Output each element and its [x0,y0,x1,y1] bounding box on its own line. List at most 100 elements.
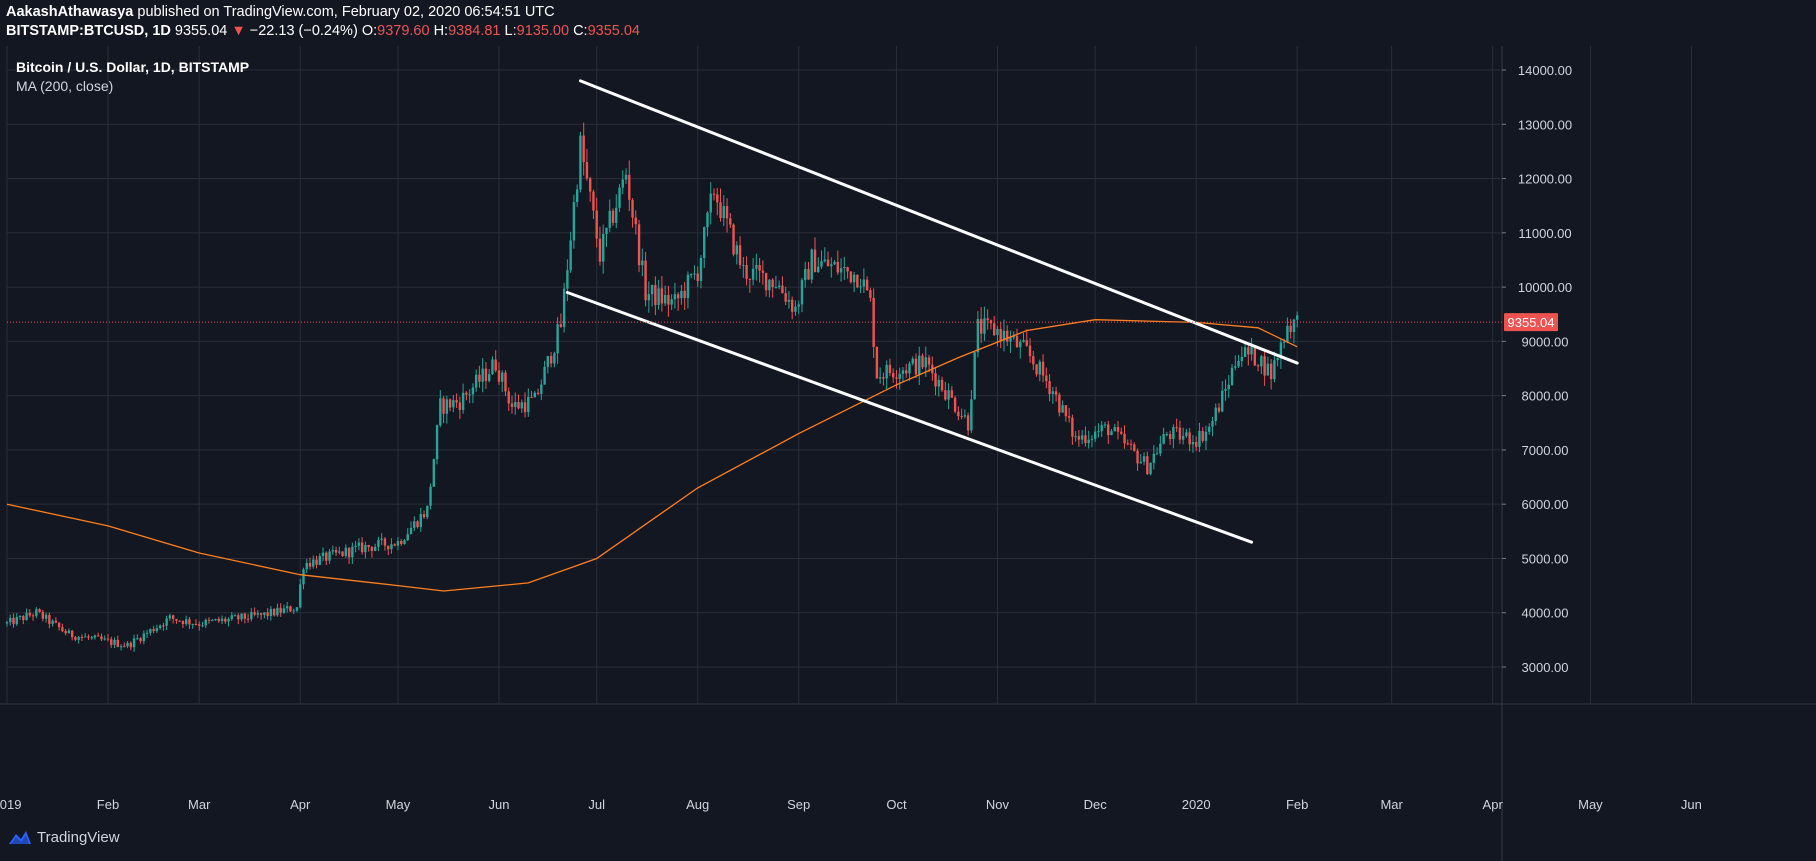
candle-body [999,328,1002,341]
candle-body [263,612,266,615]
candle-body [706,212,709,228]
candle-body [1247,347,1250,355]
candle-body [468,394,471,396]
candle-body [660,288,664,304]
candle-body [233,615,237,617]
candle-body [429,486,432,506]
candle-body [914,358,918,375]
time-tick-label: Jun [1681,797,1702,812]
candle-body [924,357,927,368]
candle-body [227,618,230,622]
candle-body [588,178,592,192]
candle-body [285,606,289,609]
candle-body [1204,431,1208,441]
candle-body [1188,432,1191,445]
candle-body [481,368,484,382]
candle-body [598,238,602,262]
low-label: L: [504,23,517,39]
candle-body [344,547,348,556]
candle-body [536,392,540,394]
candle-body [1256,365,1260,367]
candle-body [282,608,286,613]
candle-body [631,199,634,218]
time-tick-label: Jun [488,797,509,812]
candle-body [823,259,826,262]
candle-body [514,402,517,407]
candle-body [510,403,514,407]
tradingview-logo[interactable]: TradingView [8,828,120,846]
candle-body [295,607,299,611]
candle-body [624,174,628,180]
candle-body [820,261,823,267]
candle-body [751,268,755,280]
candle-body [400,541,403,544]
candle-body [38,609,41,612]
candle-body [960,416,963,418]
ma-indicator-legend[interactable]: MA (200, close) [16,78,114,94]
candle-body [1286,325,1289,342]
candle-body [442,398,445,414]
candle-body [126,642,129,647]
candle-body [615,207,618,223]
candle-body [719,202,722,219]
candle-body [748,278,752,280]
candle-body [61,627,64,631]
candle-body [595,210,598,239]
candle-body [77,636,80,640]
author-name: AakashAthawasya [6,4,134,20]
candle-body [129,642,133,648]
candle-body [90,637,93,639]
price-tick-label: 8000.00 [1522,389,1569,404]
candle-body [123,646,126,648]
candle-body [1282,341,1286,343]
candle-body [259,613,263,615]
candle-body [308,562,312,567]
candle-body [478,374,481,382]
candle-body [386,545,390,550]
candle-body [484,368,488,381]
candle-body [1253,346,1257,366]
candle-body [74,637,77,640]
time-tick-label: Apr [290,797,311,812]
candle-body [963,415,967,417]
candle-body [1133,444,1136,451]
candle-body [97,635,100,637]
candle-body [256,613,260,615]
candle-body [859,286,862,288]
candle-body [377,539,380,547]
candle-body [1201,430,1204,441]
open-value: 9379.60 [377,23,430,39]
candle-body [504,372,507,392]
candle-body [465,392,468,395]
candle-body [1074,436,1077,438]
candle-body [641,260,644,266]
candle-body [729,218,732,225]
candle-body [1162,434,1165,444]
candle-body [647,294,651,301]
candle-body [1266,363,1270,376]
candle-body [1048,381,1051,395]
candle-body [426,505,429,518]
time-tick-label: 2019 [0,797,21,812]
candle-body [540,384,543,394]
candle-body [1260,356,1263,367]
candle-body [9,617,12,623]
candle-body [224,618,227,622]
candle-body [849,271,853,283]
candle-body [800,280,804,305]
candle-body [517,402,520,409]
candle-body [1058,394,1061,413]
candle-body [582,135,585,163]
time-tick-label: Mar [188,797,211,812]
candle-body [608,210,611,228]
candle-body [556,324,559,354]
candle-body [158,625,162,629]
candle-body [1139,461,1143,464]
candle-body [826,259,830,267]
candle-body [592,191,595,211]
candle-body [973,352,976,400]
candle-body [48,614,51,624]
candle-body [1208,426,1211,432]
candle-body [390,544,393,550]
